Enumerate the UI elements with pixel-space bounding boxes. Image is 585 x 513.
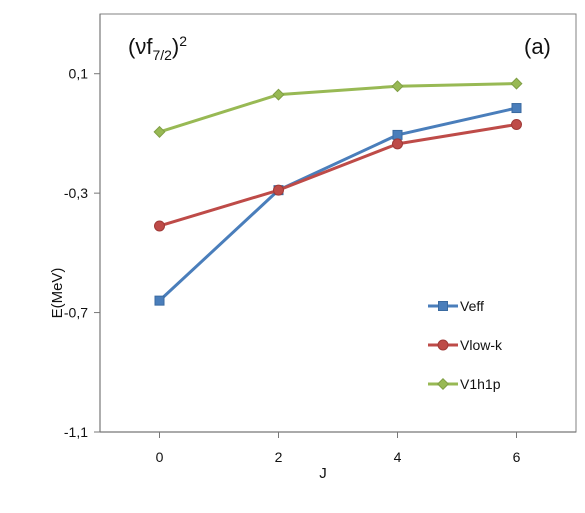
series-line-v1h1p bbox=[159, 82, 517, 134]
x-tick-label: 4 bbox=[394, 449, 402, 465]
y-tick-label: -0,3 bbox=[64, 185, 88, 201]
data-point-v1h1p bbox=[391, 80, 404, 93]
legend-label-veff: Veff bbox=[460, 298, 484, 314]
x-tick-label: 2 bbox=[275, 449, 283, 465]
chart-title-close: ) bbox=[172, 34, 179, 59]
x-tick-label: 6 bbox=[513, 449, 521, 465]
series-line-vlow-k bbox=[159, 122, 517, 228]
data-point-vlow-k bbox=[511, 118, 522, 130]
x-tick-label: 0 bbox=[156, 449, 164, 465]
legend-label-v1h1p: V1h1p bbox=[460, 376, 501, 392]
chart-title-sup: 2 bbox=[179, 33, 187, 49]
chart-title: (νf7/2)2 bbox=[128, 33, 187, 63]
series-line-veff bbox=[158, 106, 517, 302]
x-axis-title: J bbox=[319, 465, 327, 482]
data-point-vlow-k bbox=[273, 184, 284, 196]
y-tick-label: -1,1 bbox=[64, 424, 88, 440]
legend-item-vlow-k: Vlow-k bbox=[428, 337, 503, 353]
data-point-v1h1p bbox=[510, 77, 523, 90]
series-v1h1p bbox=[153, 77, 523, 138]
series-vlow-k bbox=[154, 118, 522, 232]
legend-item-veff: Veff bbox=[428, 298, 484, 314]
legend-marker-v1h1p bbox=[436, 377, 450, 391]
legend-item-v1h1p: V1h1p bbox=[428, 376, 501, 392]
y-tick-label: 0,1 bbox=[69, 66, 89, 82]
y-tick-label: -0,7 bbox=[64, 305, 88, 321]
data-point-veff bbox=[511, 103, 522, 114]
chart-title-main: (νf bbox=[128, 34, 153, 59]
data-point-veff bbox=[392, 129, 403, 140]
axes: 0,1 -0,3 -0,7 -1,1 0 2 4 6 bbox=[64, 13, 577, 465]
data-point-veff bbox=[154, 295, 165, 306]
legend-marker-vlow-k bbox=[437, 339, 449, 351]
data-point-v1h1p bbox=[272, 88, 285, 101]
data-point-vlow-k bbox=[154, 220, 165, 232]
data-point-v1h1p bbox=[153, 125, 166, 138]
panel-label: (a) bbox=[524, 34, 551, 59]
series-layer bbox=[153, 77, 523, 306]
legend-marker-veff bbox=[438, 301, 448, 311]
legend: Veff Vlow-k V1h1p bbox=[428, 298, 503, 392]
chart-title-sub: 7/2 bbox=[152, 47, 172, 63]
legend-label-vlow-k: Vlow-k bbox=[460, 337, 503, 353]
data-point-vlow-k bbox=[392, 138, 403, 150]
y-axis-title: E(MeV) bbox=[49, 268, 66, 319]
